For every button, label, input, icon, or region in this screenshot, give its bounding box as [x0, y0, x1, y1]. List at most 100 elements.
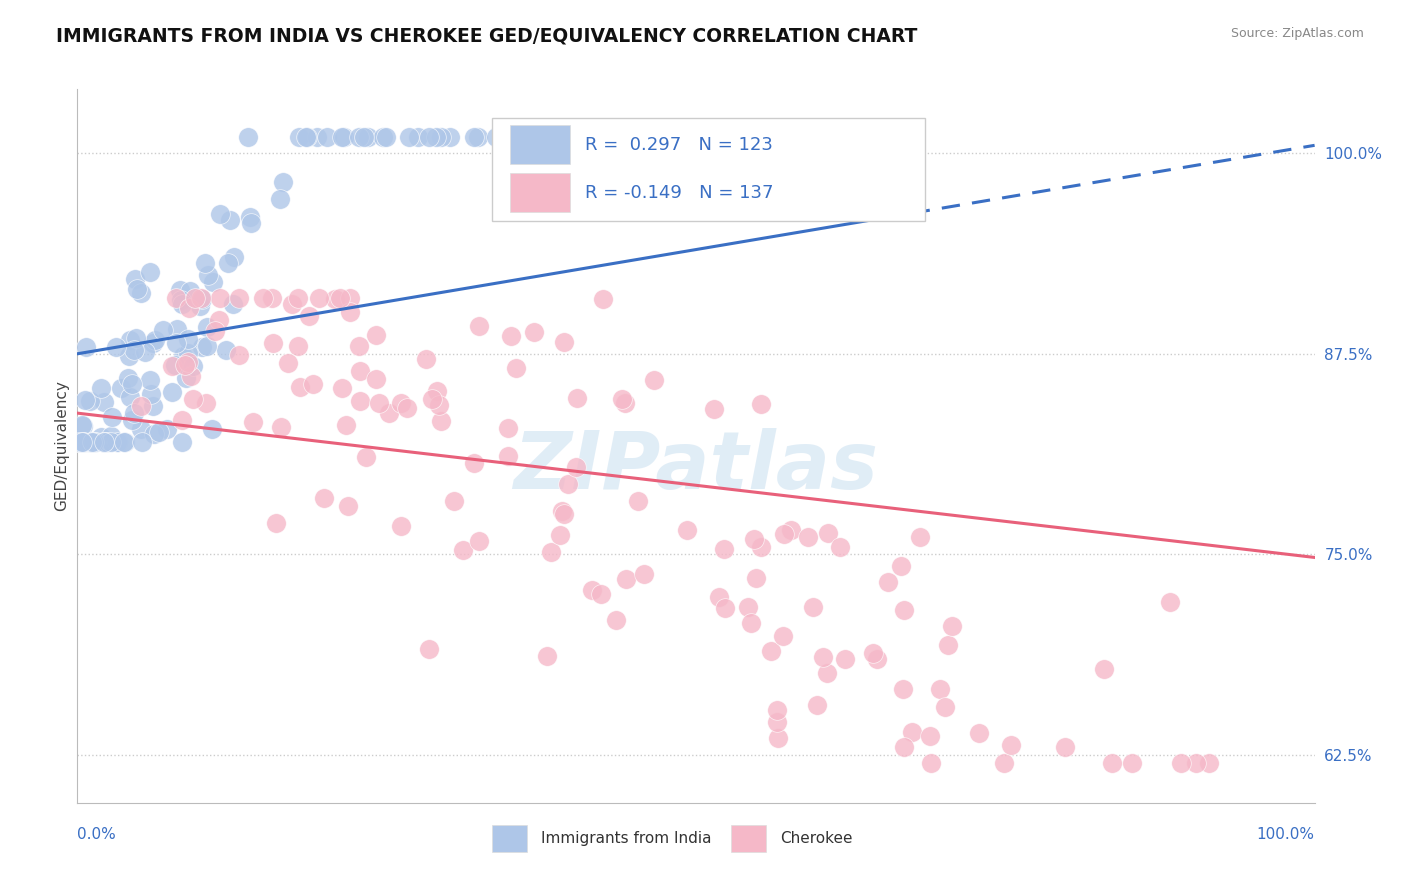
Point	[262, 335, 284, 350]
Point	[505, 360, 527, 375]
Point	[415, 351, 437, 366]
Point	[194, 256, 217, 270]
Point	[993, 756, 1015, 770]
Point	[368, 396, 391, 410]
Point	[323, 292, 346, 306]
Point	[862, 646, 884, 660]
Point	[425, 130, 447, 145]
Point	[107, 435, 129, 450]
Point	[80, 435, 103, 450]
Point	[565, 460, 588, 475]
Point	[806, 698, 828, 712]
Point	[172, 413, 194, 427]
Point	[418, 130, 440, 145]
Point	[112, 435, 135, 450]
Point	[312, 491, 335, 505]
Point	[177, 332, 200, 346]
Point	[496, 421, 519, 435]
Point	[215, 343, 238, 358]
Point	[177, 301, 200, 315]
Point	[66, 433, 89, 447]
Point	[901, 724, 924, 739]
Text: IMMIGRANTS FROM INDIA VS CHEROKEE GED/EQUIVALENCY CORRELATION CHART: IMMIGRANTS FROM INDIA VS CHEROKEE GED/EQ…	[56, 27, 918, 45]
Point	[93, 394, 115, 409]
Point	[357, 130, 380, 145]
Point	[463, 130, 485, 145]
Point	[426, 384, 449, 398]
Point	[1170, 756, 1192, 770]
Point	[145, 334, 167, 348]
Point	[228, 348, 250, 362]
Point	[80, 435, 103, 450]
Point	[1198, 756, 1220, 770]
Text: R = -0.149   N = 137: R = -0.149 N = 137	[585, 184, 773, 202]
Point	[152, 323, 174, 337]
Point	[83, 435, 105, 450]
Point	[117, 371, 139, 385]
Text: Cherokee: Cherokee	[780, 831, 853, 846]
Point	[627, 494, 650, 508]
Point	[222, 296, 245, 310]
Point	[180, 368, 202, 383]
Point	[572, 130, 595, 145]
Point	[364, 327, 387, 342]
Point	[204, 324, 226, 338]
Point	[439, 130, 461, 145]
Point	[170, 293, 193, 307]
Point	[941, 619, 963, 633]
Point	[172, 349, 194, 363]
Point	[443, 494, 465, 508]
Point	[191, 292, 214, 306]
Point	[139, 387, 162, 401]
Point	[156, 422, 179, 436]
Point	[122, 343, 145, 358]
Point	[614, 572, 637, 586]
Text: Source: ZipAtlas.com: Source: ZipAtlas.com	[1230, 27, 1364, 40]
Point	[936, 638, 959, 652]
Point	[877, 574, 900, 589]
Point	[100, 429, 122, 443]
Point	[91, 435, 114, 450]
Point	[709, 591, 731, 605]
Point	[389, 519, 412, 533]
Point	[262, 291, 284, 305]
Point	[72, 435, 94, 450]
Point	[1159, 595, 1181, 609]
Point	[177, 346, 200, 360]
Point	[330, 381, 353, 395]
Point	[745, 571, 768, 585]
Point	[114, 435, 136, 450]
Point	[893, 603, 915, 617]
Point	[208, 312, 231, 326]
Point	[934, 700, 956, 714]
Point	[195, 320, 218, 334]
Point	[269, 192, 291, 206]
Point	[354, 450, 377, 464]
Point	[766, 714, 789, 729]
Point	[1101, 756, 1123, 770]
Point	[523, 325, 546, 339]
Point	[195, 396, 218, 410]
Point	[242, 415, 264, 429]
Point	[612, 392, 634, 406]
Point	[339, 291, 361, 305]
Point	[201, 275, 224, 289]
Point	[377, 406, 399, 420]
Point	[72, 435, 94, 450]
Point	[366, 372, 388, 386]
Point	[70, 417, 93, 432]
Point	[76, 435, 98, 450]
Point	[740, 615, 762, 630]
Point	[308, 291, 330, 305]
Point	[335, 417, 357, 432]
Point	[713, 541, 735, 556]
Point	[550, 528, 572, 542]
Point	[749, 540, 772, 554]
Point	[138, 265, 160, 279]
Point	[333, 130, 356, 145]
Point	[238, 130, 260, 145]
Point	[744, 533, 766, 547]
Point	[557, 477, 579, 491]
Point	[396, 401, 419, 416]
Point	[67, 435, 90, 450]
